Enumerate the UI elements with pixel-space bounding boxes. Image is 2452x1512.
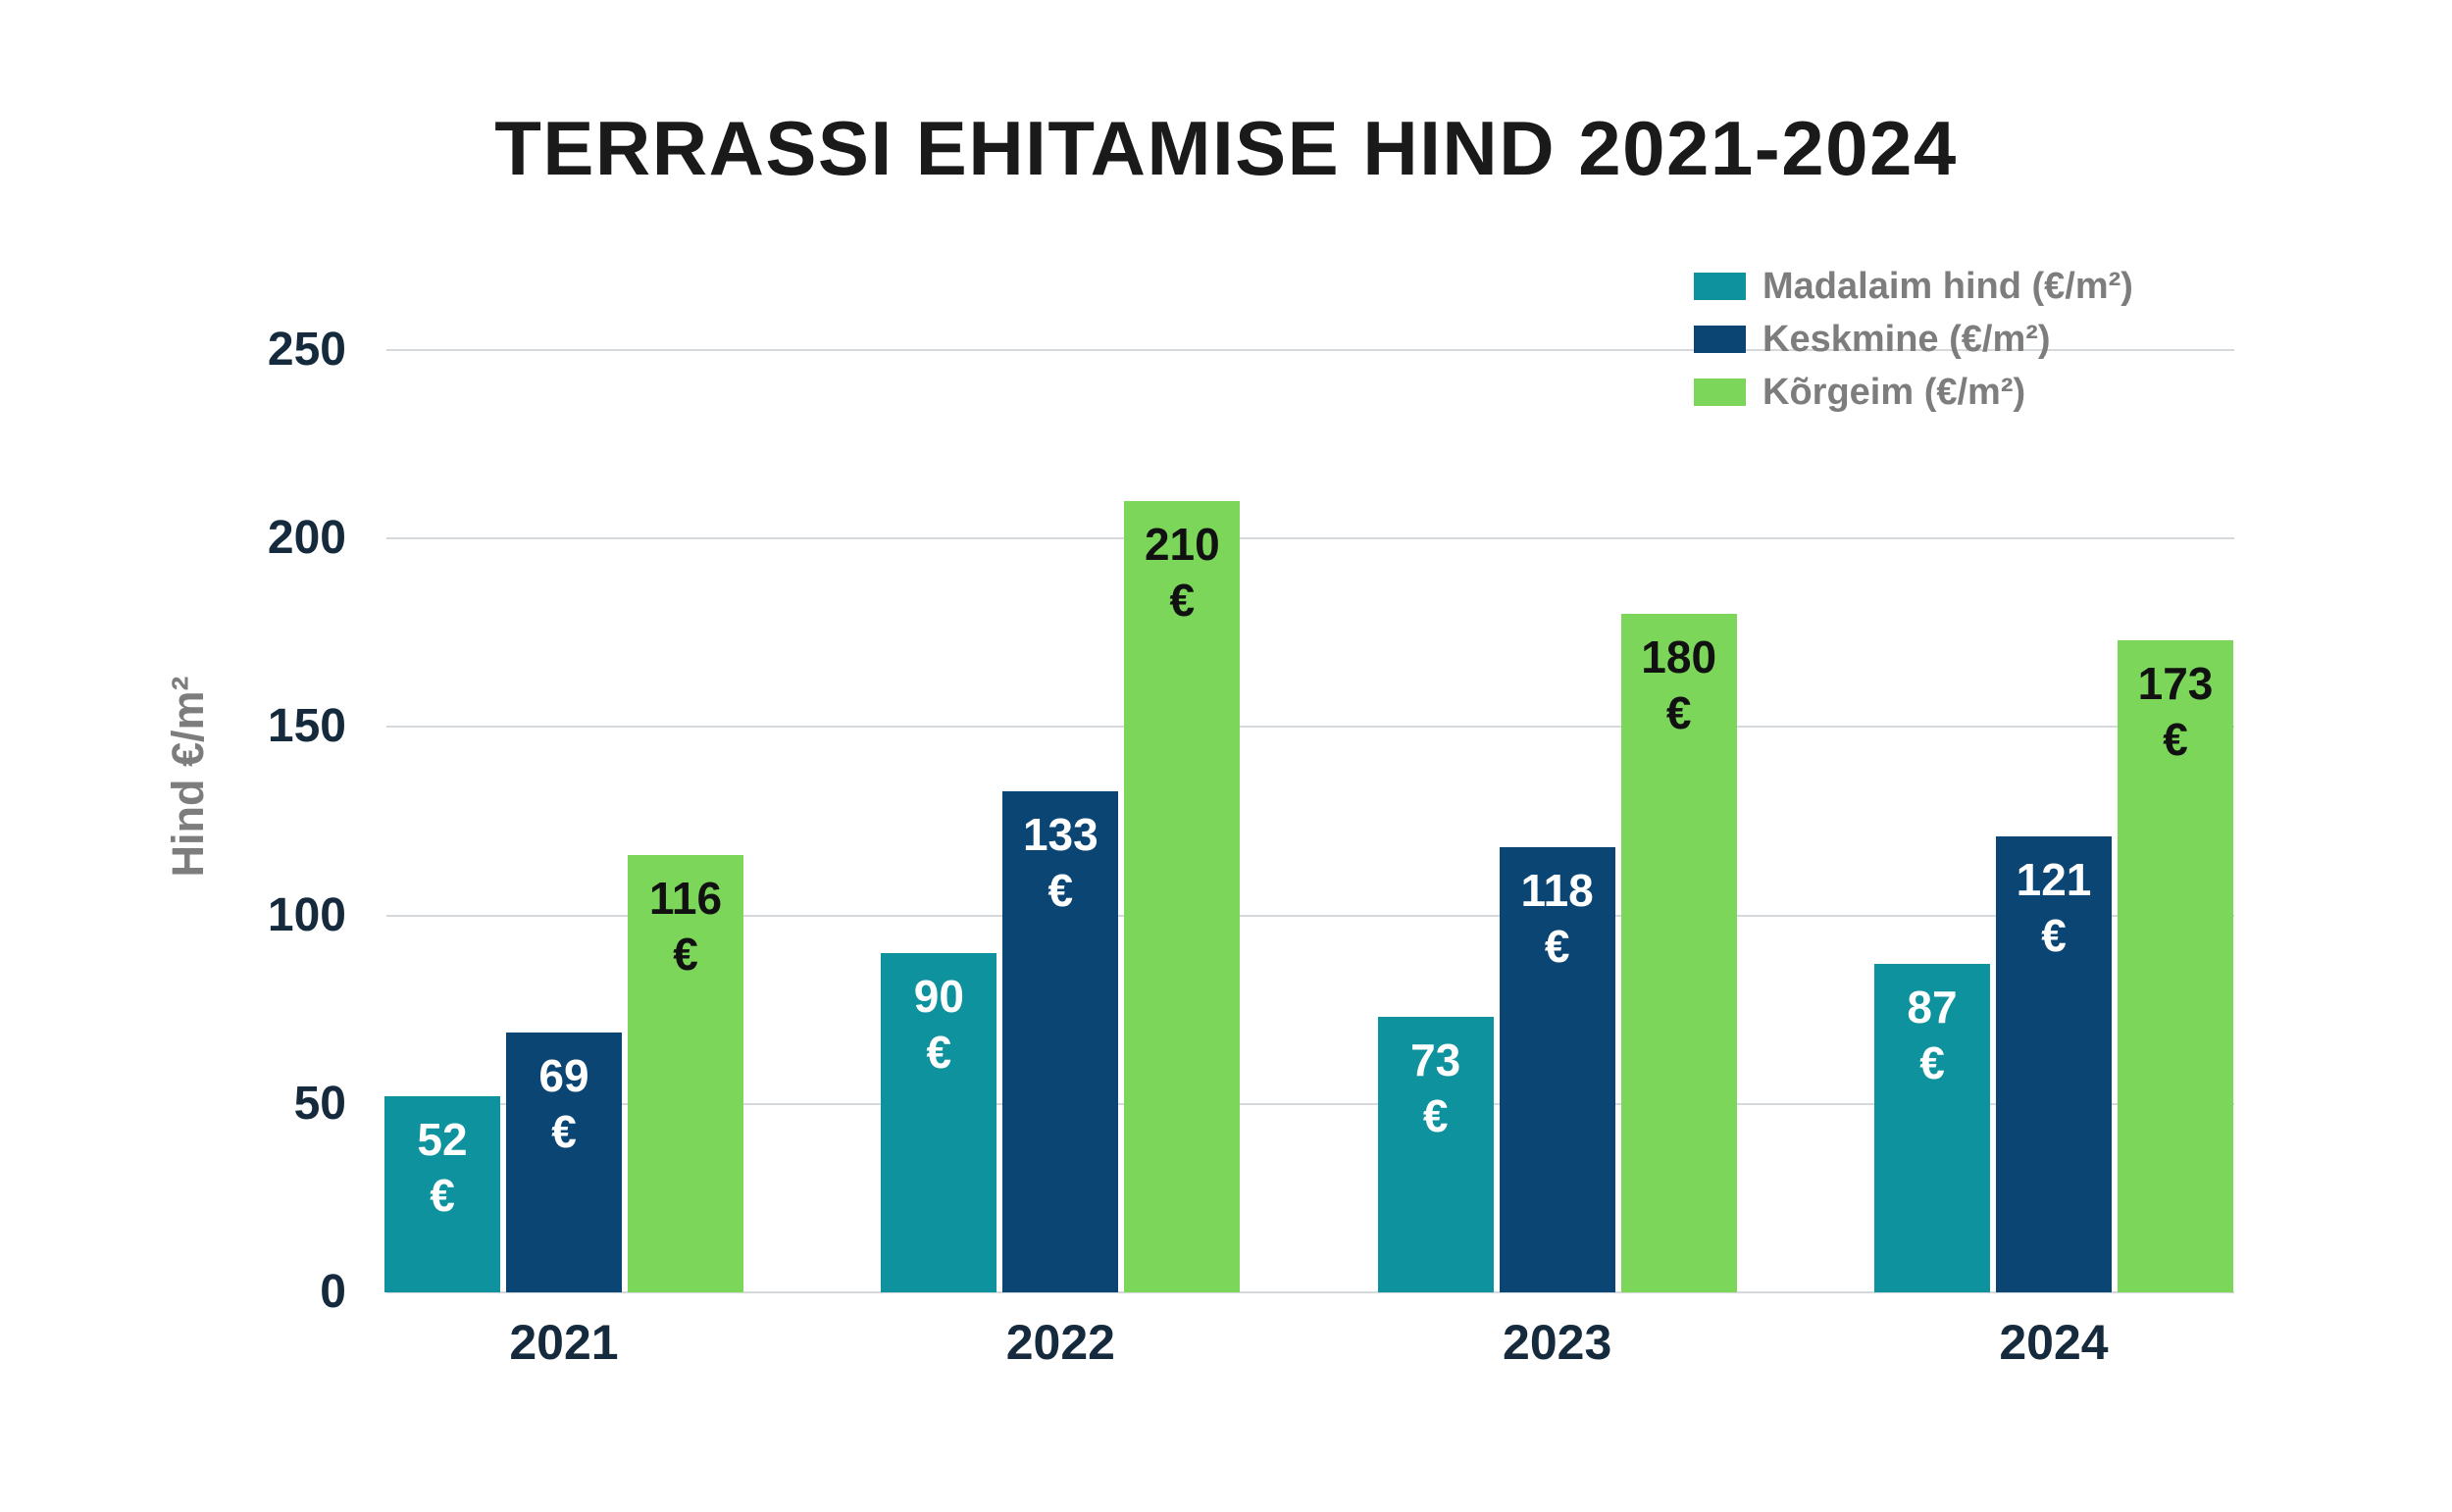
- bar-value-label: 173 €: [2137, 657, 2214, 765]
- legend-item-keskmine: Keskmine (€/m²): [1694, 313, 2133, 366]
- gridline-200: [386, 537, 2234, 539]
- bar-2023-madalaim: 73 €: [1377, 1017, 1494, 1292]
- bar-value-label: 69 €: [538, 1049, 589, 1157]
- legend-label-korgeim: Kõrgeim (€/m²): [1762, 371, 2026, 413]
- bar-value-label: 133 €: [1022, 808, 1098, 916]
- x-tick-label: 2021: [509, 1315, 619, 1370]
- bar-value-label: 116 €: [648, 872, 723, 980]
- bar-2024-keskmine: 121 €: [1995, 835, 2112, 1292]
- bar-2021-korgeim: 116 €: [628, 854, 743, 1292]
- bar-value-label: 121 €: [2016, 853, 2092, 961]
- bar-2023-keskmine: 118 €: [1499, 847, 1615, 1292]
- legend-item-madalaim: Madalaim hind (€/m²): [1694, 260, 2133, 313]
- gridline-100: [386, 914, 2234, 917]
- bar-value-label: 210 €: [1144, 518, 1220, 626]
- bar-2024-madalaim: 87 €: [1873, 964, 1990, 1292]
- legend-swatch-madalaim: [1694, 273, 1746, 300]
- bar-2022-korgeim: 210 €: [1124, 500, 1241, 1292]
- bar-2023-korgeim: 180 €: [1620, 613, 1737, 1292]
- y-tick-label: 250: [267, 323, 346, 376]
- y-tick-label: 150: [267, 700, 346, 753]
- legend-label-keskmine: Keskmine (€/m²): [1762, 318, 2051, 360]
- bar-value-label: 118 €: [1520, 865, 1594, 973]
- gridline-150: [386, 726, 2234, 729]
- legend-swatch-keskmine: [1694, 326, 1746, 353]
- bar-value-label: 180 €: [1641, 630, 1717, 738]
- legend-item-korgeim: Kõrgeim (€/m²): [1694, 366, 2133, 419]
- y-tick-label: 200: [267, 512, 346, 564]
- x-tick-label: 2022: [1005, 1315, 1115, 1370]
- bar-2022-madalaim: 90 €: [881, 952, 997, 1292]
- gridline-50: [386, 1102, 2234, 1105]
- bar-value-label: 52 €: [417, 1114, 468, 1222]
- bar-2021-keskmine: 69 €: [506, 1032, 622, 1292]
- bar-value-label: 90 €: [913, 970, 964, 1078]
- bar-value-label: 73 €: [1410, 1034, 1461, 1142]
- bar-2022-keskmine: 133 €: [1002, 790, 1119, 1292]
- chart-title: TERRASSI EHITAMISE HIND 2021-2024: [494, 105, 1958, 191]
- x-tick-label: 2024: [1999, 1315, 2109, 1370]
- gridline-0: [386, 1291, 2234, 1293]
- legend-swatch-korgeim: [1694, 378, 1746, 406]
- gridline-250: [386, 348, 2234, 351]
- x-tick-label: 2023: [1503, 1315, 1612, 1370]
- bar-2024-korgeim: 173 €: [2117, 639, 2233, 1292]
- legend: Madalaim hind (€/m²) Keskmine (€/m²) Kõr…: [1694, 260, 2133, 419]
- y-tick-label: 50: [293, 1077, 346, 1130]
- y-tick-label: 100: [267, 888, 346, 941]
- bar-value-label: 87 €: [1907, 982, 1958, 1089]
- y-tick-label: 0: [320, 1266, 346, 1318]
- bar-2021-madalaim: 52 €: [384, 1096, 500, 1292]
- legend-label-madalaim: Madalaim hind (€/m²): [1762, 265, 2133, 307]
